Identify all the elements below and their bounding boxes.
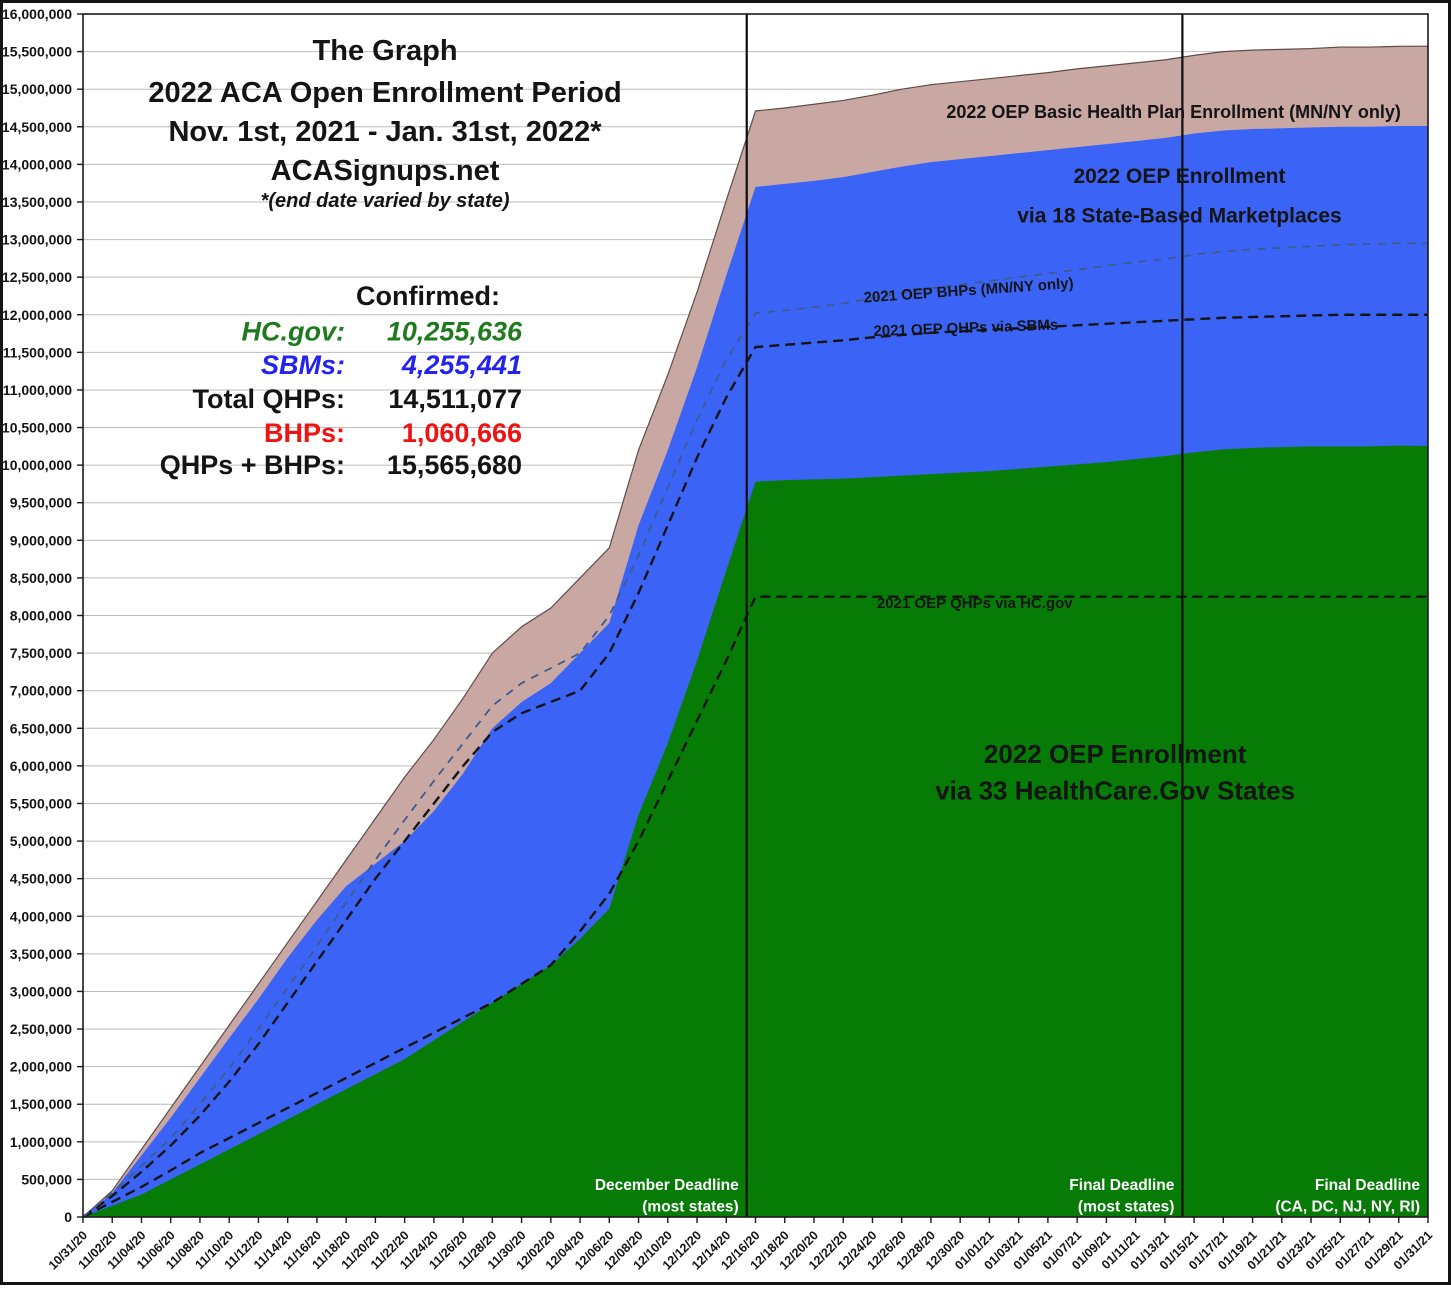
deadline-labels: December Deadline (most states) Final Dead… [595, 1177, 1421, 1216]
y-tick-label: 3,500,000 [10, 946, 72, 962]
y-tick-label: 9,500,000 [10, 495, 72, 511]
stats-panel: Confirmed: HC.gov: 10,255,636 SBMs: 4,255,44… [160, 281, 523, 480]
y-tick-label: 2,000,000 [10, 1059, 72, 1075]
y-axis-labels: 0 500,000 1,000,000 1,500,000 2,000,000 2,500… [2, 6, 72, 1225]
annotation-label: 2022 ACA Open Enrollment Period [148, 77, 621, 109]
y-tick-label: 1,000,000 [10, 1134, 72, 1150]
annotation-label: *(end date varied by state) [261, 190, 510, 212]
y-tick-label: 13,500,000 [2, 194, 72, 210]
deadline-label: (most states) [642, 1199, 738, 1216]
y-tick-label: 5,000,000 [10, 833, 72, 849]
y-tick-label: 3,000,000 [10, 983, 72, 999]
area-series-0 [83, 445, 1428, 1217]
stat-label: SBMs: [261, 350, 345, 380]
stat-label: Total QHPs: [192, 384, 345, 414]
deadline-label: Final Deadline [1315, 1177, 1420, 1194]
deadline-label: December Deadline [595, 1177, 739, 1194]
dashed-line-2 [82, 242, 1428, 1218]
y-tick-label: 15,000,000 [2, 81, 72, 97]
y-tick-label: 12,500,000 [2, 269, 72, 285]
y-tick-label: 11,000,000 [3, 382, 73, 398]
y-tick-label: 4,000,000 [10, 908, 72, 924]
y-tick-label: 7,000,000 [10, 683, 72, 699]
y-tick-label: 1,500,000 [10, 1096, 72, 1112]
y-tick-label: 5,500,000 [10, 795, 72, 811]
stat-value: 14,511,077 [388, 384, 522, 414]
y-tick-label: 10,000,000 [2, 457, 72, 473]
stat-value: 4,255,441 [401, 350, 522, 380]
plot-border [82, 13, 1429, 1218]
dashed-2021-lines [82, 242, 1428, 1219]
annotation-label: via 33 HealthCare.Gov States [935, 776, 1295, 806]
annotation-label: 2022 OEP Enrollment [984, 739, 1247, 769]
stat-label: BHPs: [264, 418, 345, 448]
y-tick-label: 13,000,000 [2, 232, 72, 248]
y-tick-label: 15,500,000 [2, 44, 72, 60]
y-tick-label: 8,000,000 [10, 608, 72, 624]
y-tick-label: 11,500,000 [3, 344, 73, 360]
y-tick-label: 8,500,000 [10, 570, 72, 586]
stat-label: QHPs + BHPs: [160, 450, 345, 480]
deadline-label: (CA, DC, NJ, NY, RI) [1275, 1199, 1420, 1216]
stat-value: Confirmed: [356, 281, 500, 311]
annotation-label: 2022 OEP Basic Health Plan Enrollment (M… [946, 102, 1400, 122]
stat-value: 15,565,680 [387, 450, 522, 480]
y-tick-label: 6,000,000 [10, 758, 72, 774]
stat-label: HC.gov: [242, 316, 346, 346]
y-tick-label: 9,000,000 [10, 532, 72, 548]
annotation-label: via 18 State-Based Marketplaces [1017, 204, 1342, 227]
annotation-label: Nov. 1st, 2021 - Jan. 31st, 2022* [168, 116, 602, 148]
y-tick-label: 14,500,000 [2, 119, 72, 135]
annotation-label: 2022 OEP Enrollment [1073, 165, 1285, 188]
y-tick-label: 4,500,000 [10, 871, 72, 887]
deadline-label: (most states) [1078, 1199, 1174, 1216]
y-tick-label: 500,000 [21, 1171, 72, 1187]
stat-value: 10,255,636 [387, 316, 523, 346]
stat-value: 1,060,666 [402, 418, 522, 448]
y-tick-label: 14,000,000 [2, 156, 72, 172]
annotation-label: 2021 OEP QHPs via HC.gov [877, 595, 1073, 612]
y-tick-label: 12,000,000 [2, 307, 72, 323]
y-tick-label: 7,500,000 [10, 645, 72, 661]
y-tick-label: 10,500,000 [2, 420, 72, 436]
annotation-label: ACASignups.net [271, 155, 500, 187]
y-tick-label: 2,500,000 [10, 1021, 72, 1037]
stack-top-outline [82, 45, 1429, 1218]
y-tick-label: 16,000,000 [2, 6, 72, 22]
annotations: The Graph 2022 ACA Open Enrollment Period… [148, 35, 1400, 806]
annotation-label: The Graph [313, 35, 458, 67]
y-tick-label: 6,500,000 [10, 720, 72, 736]
annotation-label: 2021 OEP QHPs via SBMs [873, 317, 1058, 340]
deadline-label: Final Deadline [1069, 1177, 1174, 1194]
dashed-line-1 [82, 313, 1428, 1218]
deadline-rules [745, 14, 1184, 1217]
y-tick-label: 0 [64, 1209, 72, 1225]
